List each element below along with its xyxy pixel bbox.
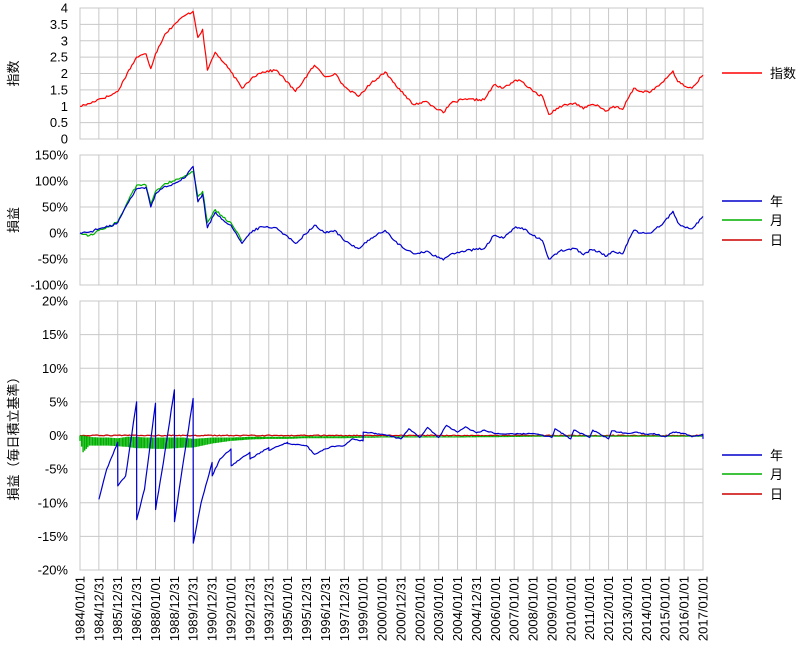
y-tick-label: 20% (42, 294, 68, 309)
x-tick-label: 2017/01/01 (696, 576, 711, 641)
x-tick-label: 2010/01/01 (563, 576, 578, 641)
panel-2: -100% -50% 0% 50% 100% 150% 損益 年月日 (6, 148, 783, 293)
x-tick-label: 2002/01/01 (412, 576, 427, 641)
series-月 (79, 171, 243, 242)
x-tick-label: 2012/01/01 (601, 576, 616, 641)
y-tick-label: -50% (38, 252, 69, 267)
plot-frame (79, 7, 704, 140)
y-tick-label: 0.5 (50, 115, 68, 130)
x-tick-label: 1993/12/31 (261, 576, 276, 641)
y-tick-label: -100% (30, 278, 68, 293)
y-tick-label: 0% (49, 428, 68, 443)
y-tick-label: 0% (49, 226, 68, 241)
panel-3: -20% -15% -10% -5% 0% 5% 10% 15% 20% 損益（毎日積立基準） 年月… (6, 294, 783, 578)
y-tick-label: 2 (61, 66, 68, 81)
x-tick-label: 2007/01/01 (507, 576, 522, 641)
gridlines (79, 7, 704, 140)
legend-label: 月 (770, 213, 783, 228)
x-tick-label: 2015/01/01 (658, 576, 673, 641)
y-tick-label: 2.5 (50, 50, 68, 65)
x-tick-label: 2000/12/31 (393, 576, 408, 641)
x-tick-label: 1992/12/31 (242, 576, 257, 641)
legend-label: 年 (770, 448, 783, 463)
x-tick-label: 1995/01/01 (280, 576, 295, 641)
y-tick-label: 5% (49, 394, 68, 409)
x-tick-label: 1989/12/31 (186, 576, 201, 641)
y-tick-label: 0 (61, 132, 68, 147)
y-tick-label: -15% (38, 529, 69, 544)
x-tick-label: 1988/12/31 (167, 576, 182, 641)
x-tick-label: 2016/01/01 (677, 576, 692, 641)
x-tick-label: 1995/12/31 (299, 576, 314, 641)
x-tick-label: 1985/12/31 (110, 576, 125, 641)
x-tick-label: 1984/01/01 (73, 576, 88, 641)
series-年 (79, 165, 704, 261)
x-tick-label: 2000/01/01 (375, 576, 390, 641)
x-tick-label: 2004/01/01 (450, 576, 465, 641)
series-指数 (79, 10, 704, 115)
x-tick-label: 2013/01/01 (620, 576, 635, 641)
y-tick-label: 3 (61, 33, 68, 48)
x-tick-label: 2009/01/01 (544, 576, 559, 641)
plot-frame (79, 154, 704, 286)
y-axis-label: 損益 (6, 207, 21, 233)
legend-label: 年 (770, 194, 783, 209)
y-tick-label: 50% (42, 200, 68, 215)
x-tick-label: 2008/01/01 (526, 576, 541, 641)
x-tick-label: 1996/12/31 (318, 576, 333, 641)
x-tick-label: 1986/12/31 (129, 576, 144, 641)
y-tick-label: -10% (38, 495, 69, 510)
y-tick-label: 100% (35, 174, 69, 189)
y-axis-label: 損益（毎日積立基準） (6, 370, 21, 500)
y-axis-label: 指数 (6, 60, 21, 86)
y-tick-label: 3.5 (50, 17, 68, 32)
x-tick-label: 1992/01/01 (224, 576, 239, 641)
y-tick-label: 15% (42, 327, 68, 342)
x-tick-label: 1988/01/01 (148, 576, 163, 641)
x-tick-label: 1990/12/31 (205, 576, 220, 641)
x-tick-label: 1984/12/31 (91, 576, 106, 641)
x-tick-label: 2011/01/01 (582, 576, 597, 640)
x-tick-label: 2003/01/01 (431, 576, 446, 641)
x-axis: 1984/01/01 1984/12/31 1985/12/31 1986/12/31… (73, 576, 711, 641)
gridlines (79, 154, 704, 286)
x-tick-label: 2014/01/01 (639, 576, 654, 641)
y-tick-label: 10% (42, 361, 68, 376)
legend-label: 指数 (770, 66, 796, 81)
y-tick-label: -20% (38, 563, 69, 578)
x-tick-label: 2004/12/31 (469, 576, 484, 641)
legend-label: 日 (770, 233, 783, 248)
y-tick-label: 1 (61, 99, 68, 114)
legend-label: 日 (770, 487, 783, 502)
y-tick-label: 150% (35, 148, 69, 163)
y-tick-label: 4 (61, 1, 68, 16)
x-tick-label: 1997/12/31 (337, 576, 352, 641)
panel-1: 0 0.51 1.522.5 33.54 指数 指数 (6, 1, 796, 147)
legend-label: 月 (770, 467, 783, 482)
series-年 (98, 389, 704, 544)
x-tick-label: 2006/01/01 (488, 576, 503, 641)
y-tick-label: 1.5 (50, 82, 68, 97)
y-tick-label: -5% (45, 462, 69, 477)
x-tick-label: 1999/01/01 (356, 576, 371, 641)
